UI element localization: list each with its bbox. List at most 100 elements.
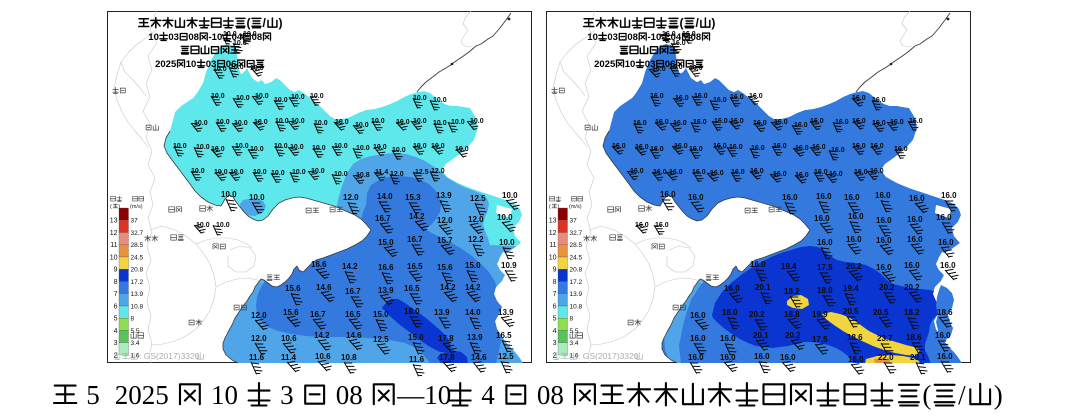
svg-text:16.0: 16.0 bbox=[904, 261, 920, 270]
svg-text:5: 5 bbox=[86, 380, 100, 410]
svg-text:16.0: 16.0 bbox=[816, 192, 832, 201]
svg-text:16.0: 16.0 bbox=[635, 222, 649, 229]
svg-text:20.5: 20.5 bbox=[873, 308, 889, 317]
svg-text:10.0: 10.0 bbox=[196, 144, 210, 151]
svg-text:17.8: 17.8 bbox=[439, 353, 455, 362]
svg-text:16.0: 16.0 bbox=[875, 191, 891, 200]
svg-text:06: 06 bbox=[665, 59, 676, 70]
svg-text:18.6: 18.6 bbox=[906, 333, 922, 342]
svg-text:2: 2 bbox=[553, 352, 557, 359]
svg-text:10: 10 bbox=[549, 254, 557, 261]
svg-text:12.5: 12.5 bbox=[470, 194, 486, 203]
svg-text:10.9: 10.9 bbox=[501, 261, 517, 270]
svg-text:20.1: 20.1 bbox=[755, 283, 771, 292]
svg-text:10.0: 10.0 bbox=[497, 213, 513, 222]
svg-text:10.0: 10.0 bbox=[233, 40, 247, 47]
svg-text:-10: -10 bbox=[648, 32, 662, 43]
svg-text:16.0: 16.0 bbox=[730, 118, 744, 125]
svg-text:12.5: 12.5 bbox=[373, 335, 389, 344]
svg-text:16.0: 16.0 bbox=[852, 118, 866, 125]
svg-text:(: ( bbox=[680, 16, 685, 30]
svg-text:16.0: 16.0 bbox=[936, 213, 952, 222]
svg-text:10.0: 10.0 bbox=[396, 119, 410, 126]
svg-text:16.0: 16.0 bbox=[940, 261, 956, 270]
svg-text:10: 10 bbox=[186, 59, 197, 70]
svg-text:18.0: 18.0 bbox=[817, 286, 833, 295]
svg-text:): ) bbox=[118, 204, 120, 210]
svg-text:13.9: 13.9 bbox=[436, 191, 452, 200]
svg-text:28.5: 28.5 bbox=[131, 242, 144, 249]
svg-text:03: 03 bbox=[168, 32, 179, 43]
svg-text:08: 08 bbox=[336, 380, 363, 410]
svg-text:10.0: 10.0 bbox=[275, 118, 289, 125]
svg-text:4: 4 bbox=[114, 328, 118, 335]
svg-text:12.0: 12.0 bbox=[343, 193, 359, 202]
svg-text:13: 13 bbox=[110, 218, 118, 225]
svg-text:10.0: 10.0 bbox=[291, 118, 305, 125]
svg-text:14.6: 14.6 bbox=[346, 331, 362, 340]
svg-text:20.2: 20.2 bbox=[846, 262, 862, 271]
svg-text:10.0: 10.0 bbox=[335, 119, 349, 126]
svg-text:14.2: 14.2 bbox=[440, 283, 456, 292]
svg-text:16.0: 16.0 bbox=[690, 311, 706, 320]
svg-text:04: 04 bbox=[671, 32, 682, 43]
svg-text:06: 06 bbox=[226, 59, 237, 70]
svg-text:16.0: 16.0 bbox=[635, 144, 649, 151]
svg-text:10.0: 10.0 bbox=[292, 169, 306, 176]
svg-text:12.5: 12.5 bbox=[498, 352, 514, 361]
svg-text:16.0: 16.0 bbox=[774, 119, 788, 126]
svg-text:11.6: 11.6 bbox=[409, 355, 425, 364]
svg-text:16.0: 16.0 bbox=[713, 97, 727, 104]
svg-text:16.0: 16.0 bbox=[782, 193, 798, 202]
svg-text:10.8: 10.8 bbox=[341, 353, 357, 362]
svg-text:16.0: 16.0 bbox=[909, 194, 925, 203]
svg-text:10.0: 10.0 bbox=[216, 222, 230, 229]
svg-text:16.0: 16.0 bbox=[795, 172, 809, 179]
svg-text:10.8: 10.8 bbox=[356, 172, 370, 179]
svg-text:16.0: 16.0 bbox=[652, 66, 666, 73]
svg-text:18.8: 18.8 bbox=[784, 310, 800, 319]
svg-text:11.4: 11.4 bbox=[281, 353, 297, 362]
svg-text:10.0: 10.0 bbox=[211, 146, 225, 153]
svg-text:20.8: 20.8 bbox=[131, 267, 144, 274]
svg-text:15.0: 15.0 bbox=[378, 238, 394, 247]
svg-text:16.0: 16.0 bbox=[844, 193, 860, 202]
svg-text:16.0: 16.0 bbox=[751, 145, 765, 152]
svg-text:20.1: 20.1 bbox=[753, 331, 769, 340]
svg-text:17.2: 17.2 bbox=[570, 279, 583, 286]
svg-text:2025: 2025 bbox=[155, 59, 177, 70]
svg-text:10: 10 bbox=[148, 32, 159, 43]
svg-text:: GS(2017)3320: : GS(2017)3320 bbox=[139, 351, 200, 361]
svg-text:08: 08 bbox=[252, 32, 263, 43]
svg-text:: GS(2017)3320: : GS(2017)3320 bbox=[578, 351, 639, 361]
svg-text:16.0: 16.0 bbox=[835, 119, 849, 126]
svg-text:9: 9 bbox=[553, 267, 557, 274]
svg-text:9: 9 bbox=[114, 267, 118, 274]
svg-text:16.0: 16.0 bbox=[814, 214, 830, 223]
svg-text:10.0: 10.0 bbox=[250, 65, 264, 72]
svg-text:5: 5 bbox=[553, 316, 557, 323]
svg-text:16.0: 16.0 bbox=[673, 120, 687, 127]
svg-text:16.0: 16.0 bbox=[876, 216, 892, 225]
svg-text:10: 10 bbox=[625, 59, 636, 70]
svg-text:10.0: 10.0 bbox=[334, 171, 348, 178]
svg-text:10.0: 10.0 bbox=[291, 94, 305, 101]
svg-text:16.0: 16.0 bbox=[941, 191, 957, 200]
svg-text:16.0: 16.0 bbox=[729, 144, 743, 151]
svg-text:16.6: 16.6 bbox=[311, 260, 327, 269]
svg-text:6: 6 bbox=[553, 303, 557, 310]
svg-text:17.2: 17.2 bbox=[131, 279, 144, 286]
svg-text:10.0: 10.0 bbox=[230, 64, 244, 71]
svg-text:12: 12 bbox=[110, 230, 118, 237]
svg-text:15.3: 15.3 bbox=[405, 193, 421, 202]
svg-text:18.0: 18.0 bbox=[722, 308, 738, 317]
svg-text:22.0: 22.0 bbox=[878, 353, 894, 362]
svg-text:16.0: 16.0 bbox=[938, 238, 954, 247]
svg-text:8: 8 bbox=[131, 316, 135, 323]
svg-text:16.0: 16.0 bbox=[655, 119, 669, 126]
svg-text:16.0: 16.0 bbox=[876, 236, 892, 245]
svg-text:32.7: 32.7 bbox=[131, 230, 144, 237]
svg-text:16.0: 16.0 bbox=[829, 171, 843, 178]
svg-text:10.0: 10.0 bbox=[355, 122, 369, 129]
svg-text:15.6: 15.6 bbox=[285, 284, 301, 293]
